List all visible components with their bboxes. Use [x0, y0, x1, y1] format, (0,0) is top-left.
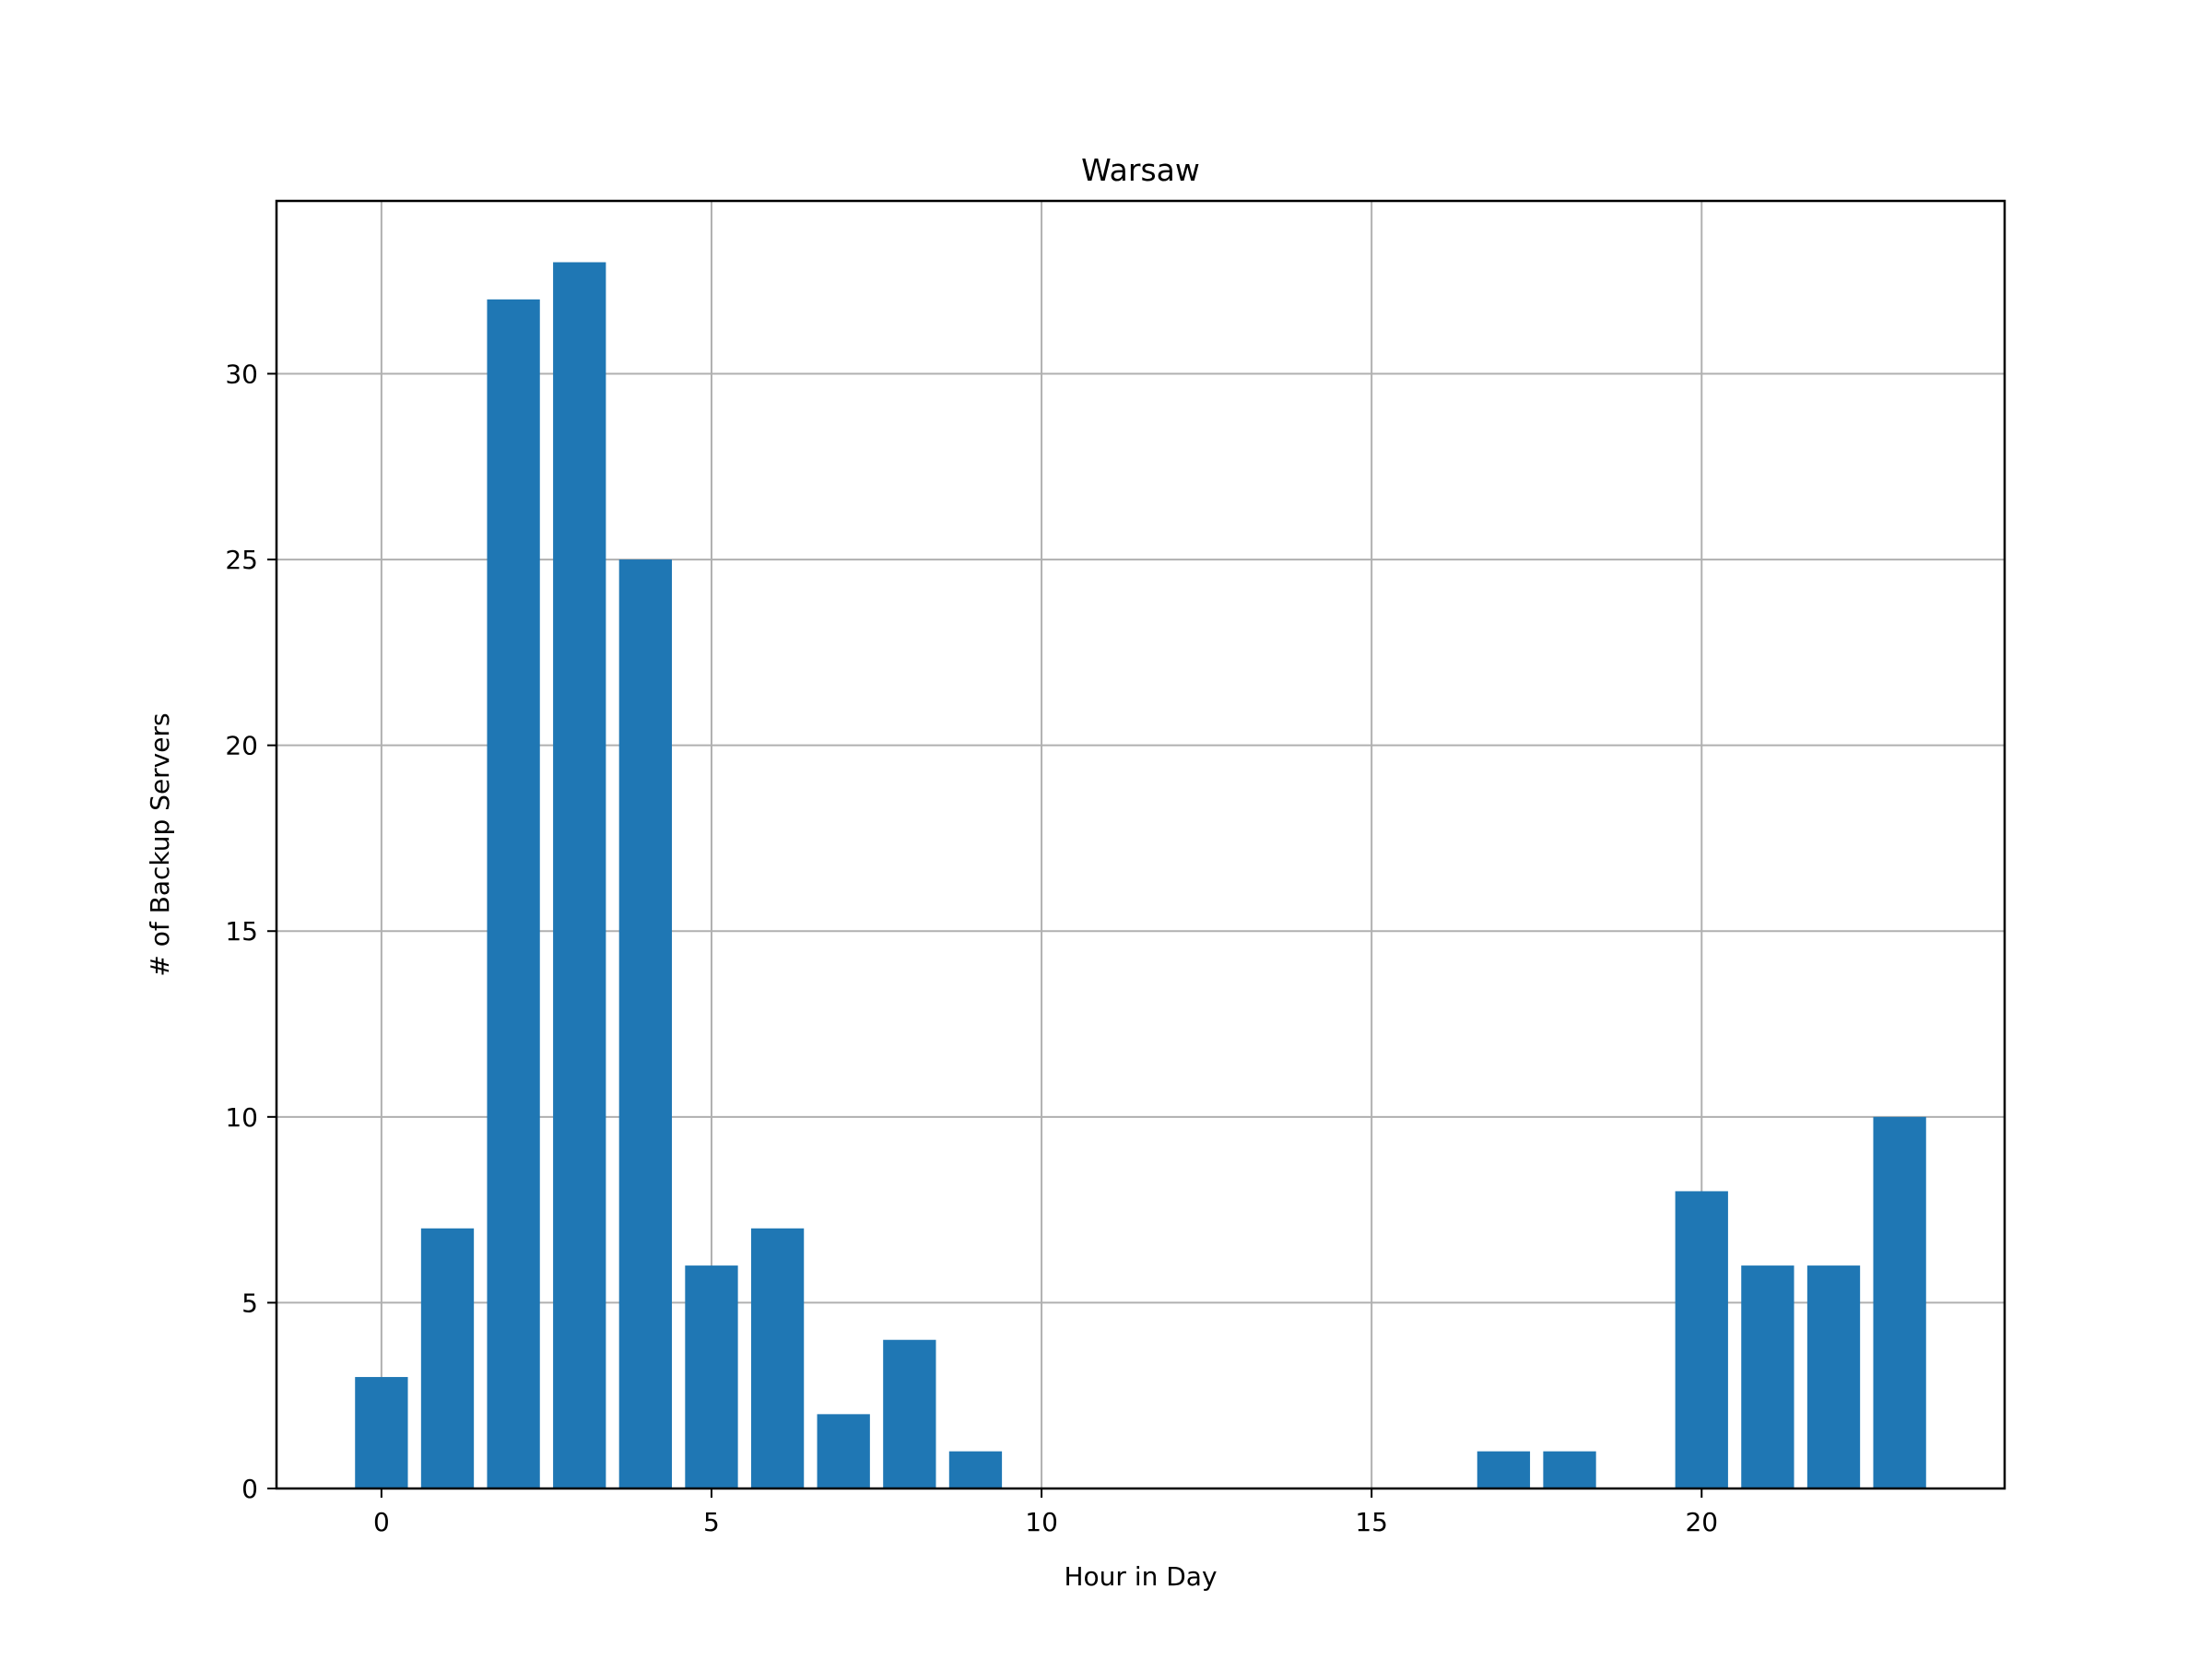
x-axis-label: Hour in Day	[1064, 1561, 1217, 1592]
y-tick-label: 30	[225, 359, 258, 389]
y-tick-label: 5	[241, 1288, 258, 1318]
x-tick-label: 0	[373, 1507, 390, 1537]
y-tick-label: 10	[225, 1102, 258, 1133]
bar-hour-21	[1741, 1265, 1794, 1488]
x-tick-label: 10	[1025, 1507, 1058, 1537]
y-tick-label: 0	[241, 1474, 258, 1504]
bar-hour-3	[553, 262, 606, 1488]
bar-hour-1	[420, 1228, 475, 1488]
bar-hour-4	[618, 559, 673, 1488]
bar-hour-2	[487, 299, 540, 1488]
bar-hour-23	[1873, 1116, 1926, 1488]
y-axis-label: # of Backup Servers	[145, 712, 175, 976]
y-tick-label: 15	[225, 916, 258, 947]
chart-title: Warsaw	[1081, 152, 1200, 188]
bar-hour-9	[948, 1451, 1003, 1488]
bar-hour-0	[355, 1377, 408, 1488]
bar-hour-22	[1806, 1265, 1861, 1488]
x-tick-label: 20	[1685, 1507, 1718, 1537]
bar-hour-8	[883, 1339, 936, 1488]
y-tick-label: 25	[225, 545, 258, 575]
ticks-layer: 0 5 10 15 20 0 5 10 15 20 25 30	[225, 359, 1718, 1537]
y-tick-label: 20	[225, 731, 258, 761]
axes-frame	[275, 199, 2006, 1490]
bar-hour-20	[1675, 1191, 1728, 1488]
bar-hour-17	[1477, 1451, 1531, 1488]
bars-layer	[355, 262, 1926, 1488]
x-tick-label: 15	[1355, 1507, 1388, 1537]
x-tick-label: 5	[703, 1507, 720, 1537]
bar-hour-18	[1543, 1451, 1596, 1488]
bar-hour-6	[750, 1228, 805, 1488]
bar-hour-5	[685, 1265, 738, 1488]
bar-hour-7	[817, 1414, 870, 1488]
